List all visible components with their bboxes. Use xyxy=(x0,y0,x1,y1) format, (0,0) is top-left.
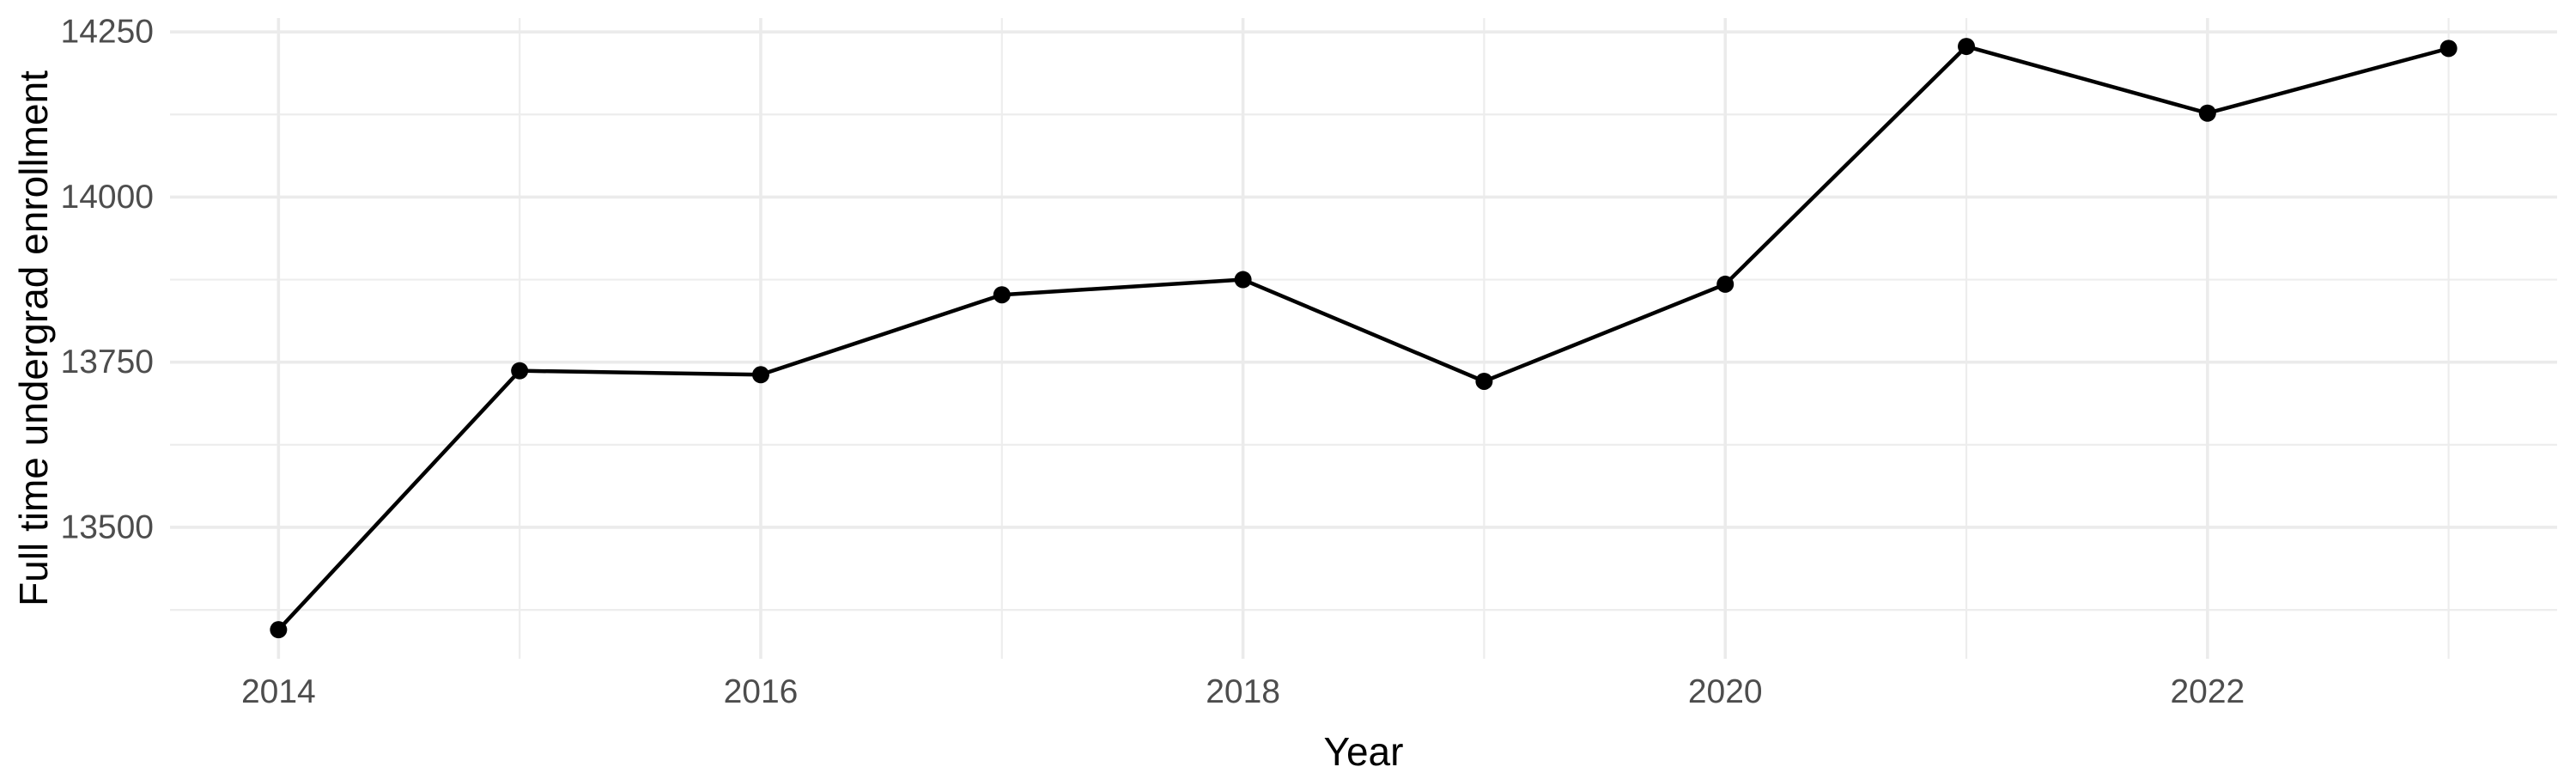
data-point xyxy=(1716,275,1735,293)
enrollment-trend-line xyxy=(276,44,2450,631)
data-point xyxy=(1234,271,1252,289)
x-tick-label: 2022 xyxy=(2170,673,2245,710)
data-point xyxy=(993,286,1011,304)
y-axis-title: Full time undergrad enrollment xyxy=(11,70,56,606)
data-point xyxy=(2439,40,2458,58)
x-tick-label: 2020 xyxy=(1688,673,1763,710)
data-point xyxy=(511,362,529,380)
data-point xyxy=(1958,38,1976,56)
data-series-layer xyxy=(270,38,2458,639)
tick-label-layer: 13500 13750 14000 14250 2014 2016 2018 2020 2022 xyxy=(61,14,2245,710)
y-tick-label: 13500 xyxy=(61,508,154,545)
x-tick-label: 2016 xyxy=(724,673,799,710)
data-point xyxy=(751,366,769,384)
y-tick-label: 14250 xyxy=(61,14,154,51)
y-tick-label: 14000 xyxy=(61,179,154,216)
data-point xyxy=(1475,372,1493,390)
data-point xyxy=(2198,104,2216,122)
x-tick-label: 2018 xyxy=(1206,673,1280,710)
x-tick-label: 2014 xyxy=(241,673,316,710)
y-tick-label: 13750 xyxy=(61,344,154,380)
x-axis-title: Year xyxy=(1324,729,1404,773)
gridline-layer xyxy=(170,18,2557,659)
data-point xyxy=(270,621,288,639)
